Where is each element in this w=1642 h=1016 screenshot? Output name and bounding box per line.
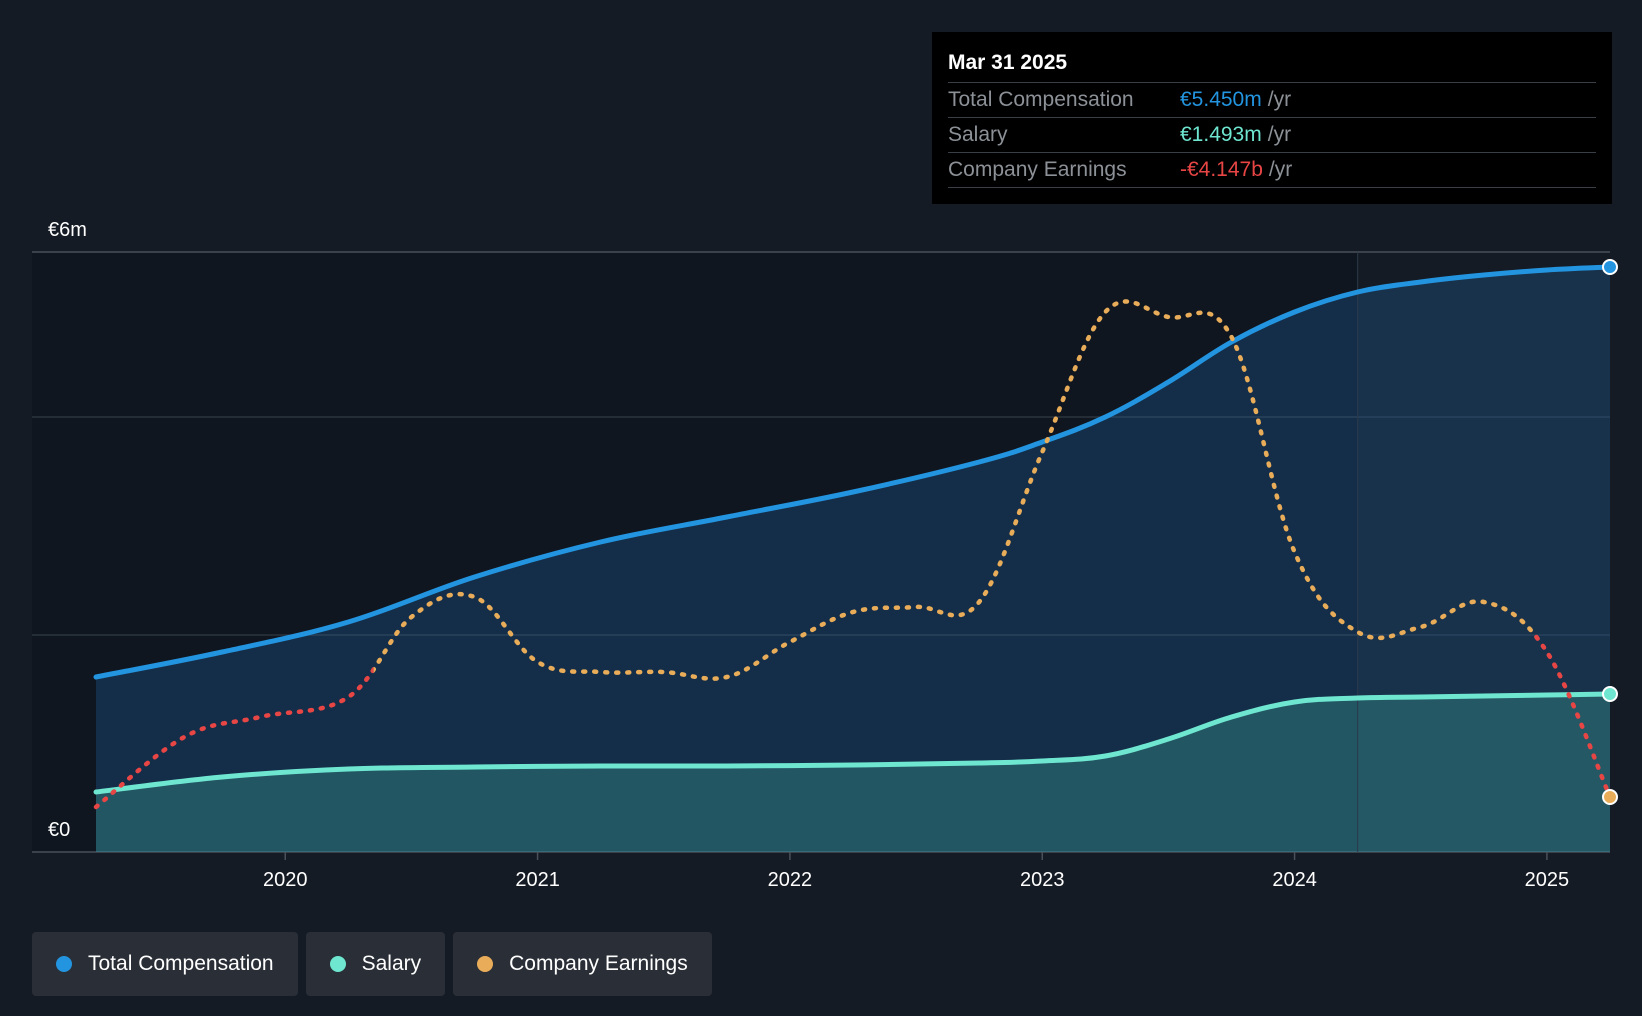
tooltip-unit: /yr [1267, 123, 1292, 146]
line-company-earnings [373, 299, 1535, 681]
x-axis: 2020 2021 2022 2023 2024 2025 [263, 852, 1569, 891]
legend-label: Salary [361, 952, 422, 975]
legend: Total Compensation Salary Company Earnin… [32, 932, 712, 996]
tooltip-label: Company Earnings [948, 158, 1127, 181]
tooltip-row-company-earnings: Company Earnings -€4.147b /yr [948, 153, 1596, 188]
end-dot-salary [1602, 686, 1618, 702]
y-tick-label-bottom: €0 [48, 819, 70, 841]
legend-item-company-earnings[interactable]: Company Earnings [453, 932, 712, 996]
legend-dot-icon [477, 956, 494, 972]
legend-item-total-compensation[interactable]: Total Compensation [32, 932, 298, 996]
legend-label: Company Earnings [509, 952, 688, 975]
legend-label: Total Compensation [88, 952, 274, 975]
x-tick-label: 2024 [1272, 869, 1317, 891]
tooltip-row-total-compensation: Total Compensation €5.450m /yr [948, 83, 1596, 118]
x-tick-label: 2023 [1020, 869, 1065, 891]
x-tick-label: 2020 [263, 869, 308, 891]
plot-highlight [32, 252, 1358, 852]
area-total-compensation [96, 267, 1610, 852]
legend-dot-icon [56, 956, 72, 972]
tooltip-value: -€4.147b [1180, 158, 1263, 181]
tooltip-label: Total Compensation [948, 88, 1134, 111]
series-lines [93, 264, 1613, 810]
series-areas [96, 267, 1610, 852]
end-dot-total-compensation [1602, 259, 1618, 275]
line-salary [93, 691, 1613, 795]
tooltip-row-salary: Salary €1.493m /yr [948, 118, 1596, 153]
tooltip-unit: /yr [1268, 158, 1293, 181]
area-salary [96, 694, 1610, 852]
legend-item-salary[interactable]: Salary [305, 932, 446, 996]
line-total-compensation [93, 264, 1613, 680]
x-tick-label: 2025 [1525, 869, 1570, 891]
tooltip-value: €1.493m [1180, 123, 1262, 146]
x-tick-label: 2022 [768, 869, 813, 891]
tooltip-value: €5.450m [1180, 88, 1262, 111]
tooltip-date: Mar 31 2025 [948, 46, 1596, 83]
tooltip-label: Salary [948, 123, 1008, 146]
x-tick-label: 2021 [515, 869, 560, 891]
tooltip-unit: /yr [1267, 88, 1292, 111]
tooltip: Mar 31 2025 Total Compensation €5.450m /… [932, 32, 1612, 204]
y-tick-label-top: €6m [48, 219, 87, 241]
legend-dot-icon [329, 956, 346, 972]
series-end-dots [1602, 259, 1618, 805]
end-dot-company-earnings [1602, 789, 1618, 805]
